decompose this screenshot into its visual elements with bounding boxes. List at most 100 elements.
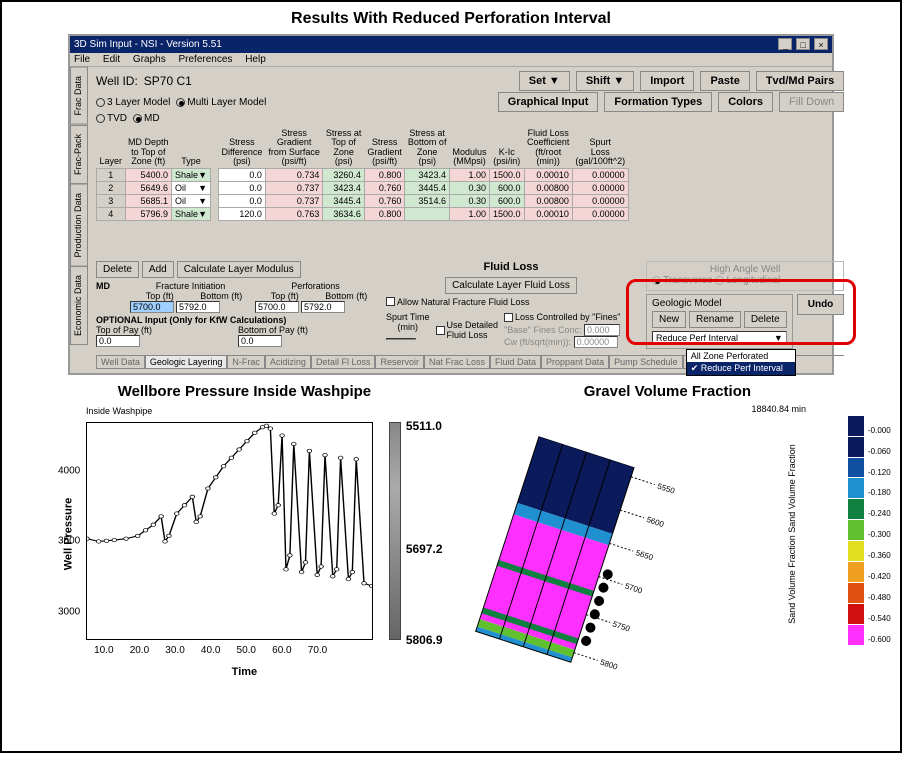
table-cell[interactable]: 600.0 <box>489 194 524 207</box>
geo-option-reduce[interactable]: ✔ Reduce Perf Interval <box>687 362 795 375</box>
table-cell[interactable]: 0.00800 <box>524 194 572 207</box>
graphical-button[interactable]: Graphical Input <box>498 92 599 112</box>
bottom-tab[interactable]: Proppant Data <box>541 356 609 369</box>
add-button[interactable]: Add <box>142 261 174 278</box>
table-cell[interactable]: 5685.1 <box>125 194 172 207</box>
table-cell[interactable]: 0.737 <box>265 194 323 207</box>
bottom-tab[interactable]: Nat Frac Loss <box>424 356 490 369</box>
table-cell[interactable]: 0.0 <box>218 194 265 207</box>
table-cell[interactable]: 0.00800 <box>524 181 572 194</box>
radio-multilayer[interactable]: Multi Layer Model <box>176 97 266 108</box>
geo-delete-button[interactable]: Delete <box>744 311 787 328</box>
table-cell[interactable]: 5400.0 <box>125 168 172 181</box>
table-cell[interactable]: Shale ▼ <box>172 168 211 181</box>
table-cell[interactable]: 4 <box>97 207 126 220</box>
bottom-tab[interactable]: Fluid Data <box>490 356 541 369</box>
table-cell[interactable]: 3423.4 <box>405 168 450 181</box>
table-cell[interactable]: 5796.9 <box>125 207 172 220</box>
import-button[interactable]: Import <box>640 71 694 91</box>
spurt-input[interactable] <box>386 338 416 340</box>
bottom-tab[interactable]: Detail Fl Loss <box>311 356 376 369</box>
allow-nat-check[interactable]: Allow Natural Fracture Fluid Loss <box>386 297 530 307</box>
table-cell[interactable]: 3445.4 <box>323 194 365 207</box>
table-cell[interactable]: 0.737 <box>265 181 323 194</box>
pay-top-input[interactable]: 0.0 <box>96 335 140 347</box>
table-cell[interactable]: 0.30 <box>449 181 489 194</box>
side-tab-production[interactable]: Production Data <box>70 184 88 267</box>
radio-md[interactable]: MD <box>133 113 160 124</box>
table-cell[interactable]: 0.763 <box>265 207 323 220</box>
table-cell[interactable]: 0.00010 <box>524 207 572 220</box>
table-cell[interactable]: 0.00000 <box>572 194 628 207</box>
geo-new-button[interactable]: New <box>652 311 686 328</box>
bottom-tab[interactable]: Acidizing <box>265 356 311 369</box>
table-cell[interactable]: Oil ▼ <box>172 194 211 207</box>
table-cell[interactable]: 0.800 <box>364 168 405 181</box>
table-cell[interactable]: 3423.4 <box>323 181 365 194</box>
table-cell[interactable]: 600.0 <box>489 181 524 194</box>
radio-tvd[interactable]: TVD <box>96 113 127 124</box>
shift-button[interactable]: Shift ▼ <box>576 71 634 91</box>
set-button[interactable]: Set ▼ <box>519 71 570 91</box>
table-cell[interactable]: 120.0 <box>218 207 265 220</box>
geo-option-all[interactable]: All Zone Perforated <box>687 350 795 362</box>
table-cell[interactable]: Shale ▼ <box>172 207 211 220</box>
table-cell[interactable]: 1500.0 <box>489 168 524 181</box>
formation-types-button[interactable]: Formation Types <box>604 92 712 112</box>
table-cell[interactable] <box>405 207 450 220</box>
bottom-tab[interactable]: Well Data <box>96 356 145 369</box>
maximize-icon[interactable]: □ <box>796 38 810 50</box>
table-cell[interactable]: 0.00000 <box>572 181 628 194</box>
pay-bot-input[interactable]: 0.0 <box>238 335 282 347</box>
menu-file[interactable]: File <box>74 54 90 65</box>
bottom-tab[interactable]: Pump Schedule <box>609 356 683 369</box>
table-cell[interactable]: 0.734 <box>265 168 323 181</box>
table-cell[interactable]: 1.00 <box>449 168 489 181</box>
table-cell[interactable]: 1 <box>97 168 126 181</box>
table-cell[interactable]: 0.760 <box>364 194 405 207</box>
colors-button[interactable]: Colors <box>718 92 773 112</box>
paste-button[interactable]: Paste <box>700 71 749 91</box>
table-cell[interactable]: 3 <box>97 194 126 207</box>
menu-help[interactable]: Help <box>245 54 266 65</box>
table-cell[interactable]: 3514.6 <box>405 194 450 207</box>
table-cell[interactable]: 0.0 <box>218 168 265 181</box>
close-icon[interactable]: × <box>814 38 828 50</box>
table-cell[interactable]: Oil ▼ <box>172 181 211 194</box>
table-cell[interactable]: 2 <box>97 181 126 194</box>
table-cell[interactable]: 0.30 <box>449 194 489 207</box>
radio-3layer[interactable]: 3 Layer Model <box>96 97 170 108</box>
use-detailed-check[interactable]: Use Detailed Fluid Loss <box>436 312 499 348</box>
menu-preferences[interactable]: Preferences <box>179 54 233 65</box>
table-cell[interactable]: 3634.6 <box>323 207 365 220</box>
table-cell[interactable]: 0.00000 <box>572 168 628 181</box>
undo-button[interactable]: Undo <box>797 294 845 315</box>
table-cell[interactable]: 1500.0 <box>489 207 524 220</box>
menu-edit[interactable]: Edit <box>103 54 120 65</box>
table-cell[interactable]: 0.760 <box>364 181 405 194</box>
side-tab-frac-pack[interactable]: Frac-Pack <box>70 125 88 184</box>
perf-top-input[interactable]: 5700.0 <box>255 301 299 313</box>
geo-select[interactable]: Reduce Perf Interval▼ <box>652 331 787 345</box>
bottom-tab[interactable]: Reservoir <box>375 356 424 369</box>
side-tab-frac-data[interactable]: Frac Data <box>70 67 88 125</box>
tvdmd-button[interactable]: Tvd/Md Pairs <box>756 71 844 91</box>
menu-graphs[interactable]: Graphs <box>133 54 166 65</box>
geo-rename-button[interactable]: Rename <box>689 311 741 328</box>
radio-longitudinal[interactable]: Longitudinal <box>715 275 780 286</box>
perf-bot-input[interactable]: 5792.0 <box>301 301 345 313</box>
table-cell[interactable]: 0.00010 <box>524 168 572 181</box>
calc-modulus-button[interactable]: Calculate Layer Modulus <box>177 261 301 278</box>
table-cell[interactable]: 1.00 <box>449 207 489 220</box>
minimize-icon[interactable]: _ <box>778 38 792 50</box>
fi-bot-input[interactable]: 5792.0 <box>176 301 220 313</box>
delete-button[interactable]: Delete <box>96 261 139 278</box>
radio-transverse[interactable]: Transverse <box>652 275 713 286</box>
calc-fl-button[interactable]: Calculate Layer Fluid Loss <box>445 277 577 294</box>
table-cell[interactable]: 3260.4 <box>323 168 365 181</box>
fi-top-input[interactable]: 5700.0 <box>130 301 174 313</box>
table-cell[interactable]: 3445.4 <box>405 181 450 194</box>
table-cell[interactable]: 5649.6 <box>125 181 172 194</box>
bottom-tab[interactable]: Geologic Layering <box>145 356 228 369</box>
table-cell[interactable]: 0.800 <box>364 207 405 220</box>
